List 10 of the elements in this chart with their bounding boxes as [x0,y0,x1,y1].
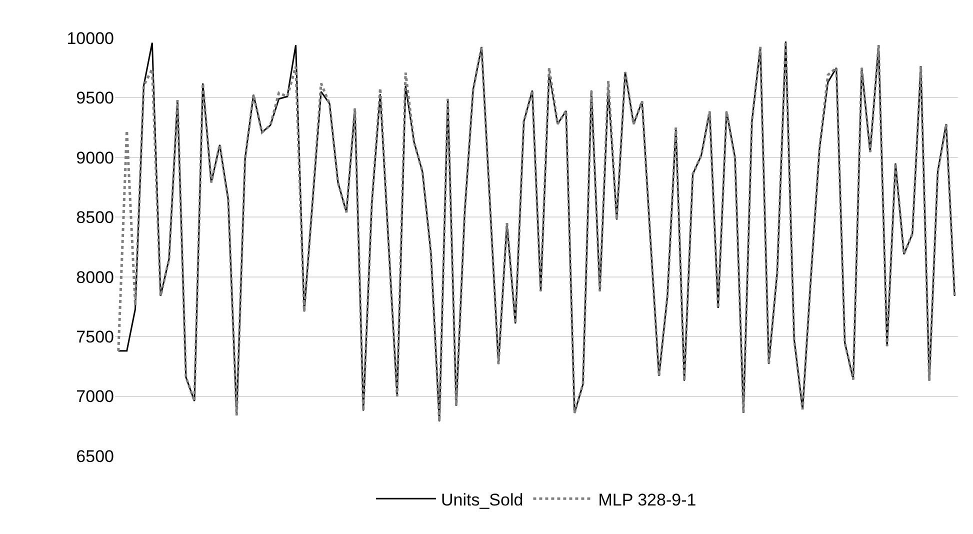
y-tick-label: 9000 [76,148,114,168]
y-tick-label: 6500 [76,446,114,466]
y-tick-label: 9500 [76,88,114,108]
y-tick-label: 8500 [76,208,114,228]
y-tick-label: 7500 [76,328,114,347]
legend-label: Units_Sold [441,490,524,510]
y-tick-label: 7000 [76,387,114,406]
legend-label: MLP 328-9-1 [598,490,696,510]
y-tick-label: 8000 [76,268,114,287]
y-tick-label: 10000 [66,28,114,48]
